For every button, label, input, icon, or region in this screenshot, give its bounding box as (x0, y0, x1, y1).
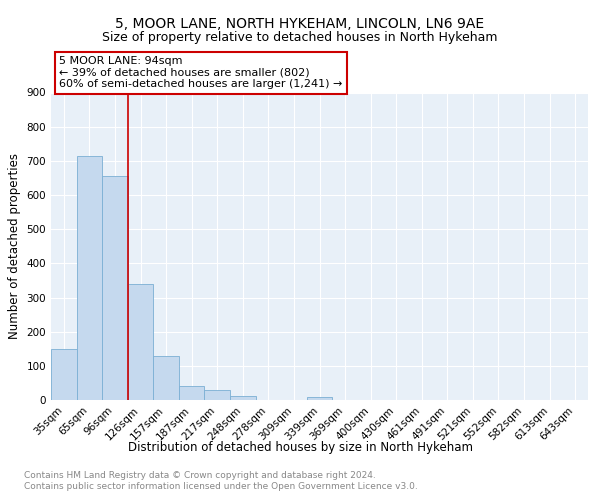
Bar (179, 386, 205, 400)
Y-axis label: Number of detached properties: Number of detached properties (8, 153, 21, 339)
Bar (128, 284, 153, 400)
Text: 5, MOOR LANE, NORTH HYKEHAM, LINCOLN, LN6 9AE: 5, MOOR LANE, NORTH HYKEHAM, LINCOLN, LN… (115, 17, 485, 31)
Text: Distribution of detached houses by size in North Hykeham: Distribution of detached houses by size … (128, 441, 473, 454)
Bar (307, 398, 332, 400)
Text: Contains HM Land Registry data © Crown copyright and database right 2024.
Contai: Contains HM Land Registry data © Crown c… (24, 472, 418, 490)
Bar (205, 390, 230, 400)
Text: Size of property relative to detached houses in North Hykeham: Size of property relative to detached ho… (102, 32, 498, 44)
Bar (51, 349, 77, 400)
Text: 5 MOOR LANE: 94sqm
← 39% of detached houses are smaller (802)
60% of semi-detach: 5 MOOR LANE: 94sqm ← 39% of detached hou… (59, 56, 343, 90)
Bar (153, 356, 179, 400)
Bar (102, 176, 128, 400)
Bar (230, 396, 256, 400)
Bar (77, 156, 102, 400)
